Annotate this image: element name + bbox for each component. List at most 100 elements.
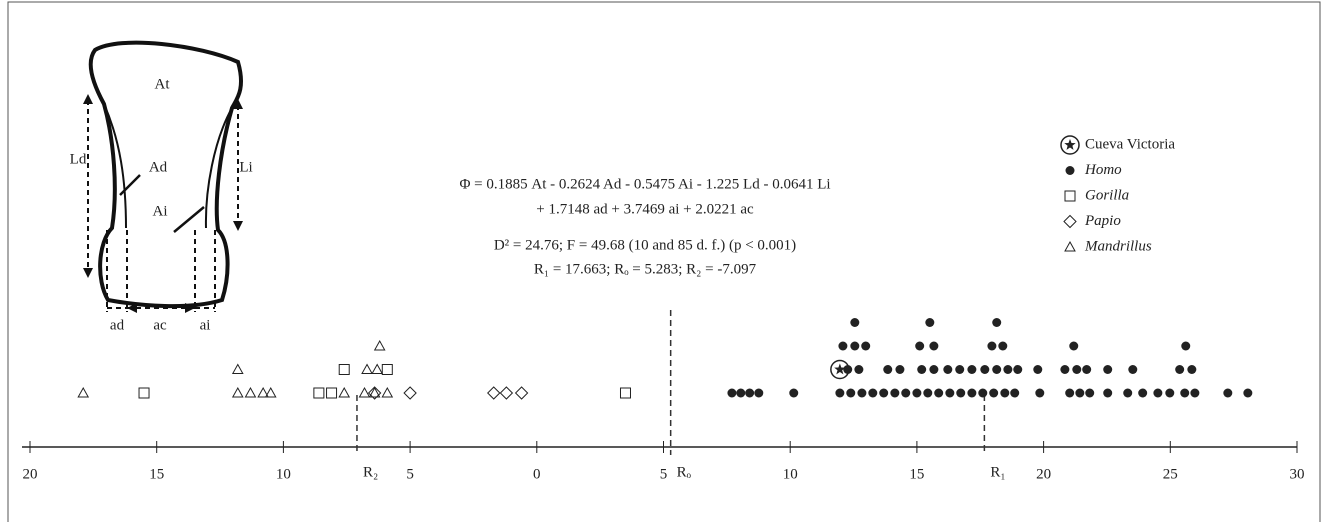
point bbox=[923, 388, 933, 398]
point bbox=[846, 388, 856, 398]
point bbox=[1010, 388, 1020, 398]
point bbox=[967, 388, 977, 398]
point bbox=[754, 388, 764, 398]
point bbox=[987, 341, 997, 351]
point bbox=[1003, 365, 1013, 374]
point bbox=[955, 365, 965, 374]
point bbox=[77, 386, 90, 398]
point bbox=[1060, 135, 1080, 155]
point bbox=[998, 341, 1008, 351]
equation: D² = 24.76; F = 49.68 (10 and 85 d. f.) … bbox=[494, 237, 796, 253]
star-shape bbox=[834, 363, 846, 375]
point bbox=[1103, 388, 1113, 398]
point bbox=[1243, 388, 1253, 398]
point bbox=[257, 386, 269, 398]
point bbox=[487, 386, 501, 400]
point bbox=[745, 388, 755, 398]
point bbox=[917, 365, 927, 374]
point bbox=[854, 365, 864, 374]
point bbox=[499, 386, 514, 400]
point bbox=[358, 386, 371, 398]
point bbox=[956, 388, 966, 398]
point bbox=[1064, 240, 1076, 252]
point bbox=[1000, 388, 1010, 398]
point bbox=[1065, 166, 1075, 175]
point bbox=[934, 388, 944, 398]
point bbox=[138, 387, 150, 399]
diagram-label: Ld bbox=[70, 151, 87, 167]
equation: + 1.7148 ad + 3.7469 ai + 2.0221 ac bbox=[536, 201, 754, 217]
point bbox=[901, 388, 911, 398]
point bbox=[1223, 388, 1233, 398]
point bbox=[980, 365, 990, 374]
point bbox=[868, 388, 878, 398]
x-tick-label: 25 bbox=[1163, 466, 1178, 482]
point bbox=[861, 341, 871, 351]
equation: R₁ = 17.663; Rₒ = 5.283; R₂ = -7.097 bbox=[534, 261, 757, 277]
x-tick-label: 5 bbox=[660, 466, 668, 482]
x-tick-label: 30 bbox=[1290, 466, 1305, 482]
point bbox=[1013, 365, 1023, 374]
point bbox=[231, 363, 244, 374]
legend-label: Gorilla bbox=[1085, 187, 1129, 203]
point bbox=[1075, 388, 1085, 398]
legend-label: Mandrillus bbox=[1084, 238, 1152, 254]
point bbox=[835, 388, 845, 398]
point bbox=[915, 341, 925, 351]
point bbox=[925, 318, 935, 327]
point bbox=[338, 364, 350, 375]
point bbox=[619, 387, 631, 399]
diagram-label: Ad bbox=[149, 159, 168, 175]
point bbox=[929, 365, 939, 374]
diagram-label: ai bbox=[200, 317, 211, 333]
point bbox=[1065, 388, 1075, 398]
point bbox=[1175, 365, 1185, 374]
point bbox=[943, 365, 953, 374]
point bbox=[850, 318, 860, 327]
point bbox=[727, 388, 737, 398]
point bbox=[1138, 388, 1148, 398]
x-tick-label: 0 bbox=[533, 466, 541, 482]
point bbox=[895, 365, 905, 374]
x-tick-label: 20 bbox=[23, 466, 38, 482]
point bbox=[978, 388, 988, 398]
point bbox=[1181, 341, 1191, 351]
point bbox=[1103, 365, 1113, 374]
point bbox=[326, 387, 338, 399]
point bbox=[381, 386, 394, 398]
point bbox=[1153, 388, 1163, 398]
point bbox=[789, 388, 799, 398]
point bbox=[1069, 341, 1079, 351]
diagram-label: ad bbox=[110, 317, 125, 333]
point bbox=[514, 386, 529, 400]
point bbox=[381, 364, 393, 375]
point bbox=[967, 365, 977, 374]
point bbox=[373, 339, 386, 351]
point bbox=[264, 386, 277, 398]
point bbox=[945, 388, 955, 398]
point bbox=[1033, 365, 1043, 374]
x-tick-label: 10 bbox=[783, 466, 798, 482]
point bbox=[879, 388, 889, 398]
point bbox=[1072, 365, 1082, 374]
reference-label: R₂ bbox=[363, 464, 378, 480]
point bbox=[1128, 365, 1138, 374]
x-tick-label: 15 bbox=[909, 466, 924, 482]
diagram-label: ac bbox=[153, 317, 167, 333]
x-tick-label: 15 bbox=[149, 466, 164, 482]
legend-label: Homo bbox=[1084, 162, 1122, 178]
point bbox=[231, 386, 244, 398]
diagram-label: At bbox=[155, 76, 171, 92]
point bbox=[857, 388, 867, 398]
point bbox=[989, 388, 999, 398]
bone-diagram bbox=[83, 40, 243, 313]
point bbox=[1063, 214, 1077, 229]
point bbox=[1082, 365, 1092, 374]
point bbox=[1165, 388, 1175, 398]
point bbox=[1035, 388, 1045, 398]
point bbox=[1123, 388, 1133, 398]
reference-label: R₁ bbox=[990, 464, 1005, 480]
point bbox=[1064, 190, 1076, 202]
point bbox=[912, 388, 922, 398]
